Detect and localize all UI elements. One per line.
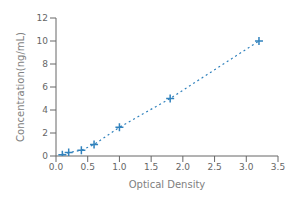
svg-text:12: 12: [37, 13, 48, 23]
svg-text:0: 0: [42, 151, 48, 161]
svg-text:6: 6: [42, 82, 48, 92]
svg-text:3.5: 3.5: [271, 162, 285, 172]
svg-text:Concentration(ng/mL): Concentration(ng/mL): [15, 32, 26, 142]
svg-text:Optical Density: Optical Density: [129, 179, 206, 190]
svg-text:2: 2: [42, 128, 48, 138]
svg-text:2.0: 2.0: [176, 162, 191, 172]
svg-text:10: 10: [37, 36, 49, 46]
svg-text:0.0: 0.0: [49, 162, 64, 172]
svg-text:8: 8: [42, 59, 48, 69]
svg-text:1.5: 1.5: [144, 162, 158, 172]
svg-text:0.5: 0.5: [81, 162, 95, 172]
svg-text:1.0: 1.0: [112, 162, 127, 172]
svg-text:3.0: 3.0: [239, 162, 254, 172]
svg-text:4: 4: [42, 105, 48, 115]
svg-text:2.5: 2.5: [207, 162, 221, 172]
